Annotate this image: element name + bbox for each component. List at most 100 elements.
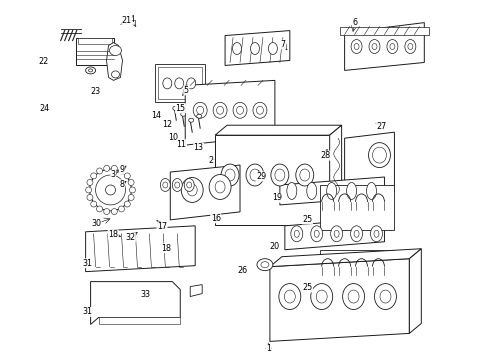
Ellipse shape [250, 169, 260, 181]
Ellipse shape [196, 114, 202, 118]
Ellipse shape [112, 71, 120, 78]
Text: 19: 19 [271, 193, 282, 202]
Ellipse shape [104, 165, 110, 171]
Text: 25: 25 [302, 215, 313, 224]
Polygon shape [86, 226, 195, 272]
Ellipse shape [269, 42, 277, 54]
Ellipse shape [221, 164, 239, 186]
Polygon shape [270, 259, 409, 341]
Ellipse shape [374, 230, 379, 237]
Ellipse shape [368, 143, 391, 167]
Ellipse shape [175, 182, 180, 188]
Ellipse shape [253, 102, 267, 118]
Text: 22: 22 [39, 57, 49, 66]
Ellipse shape [279, 284, 301, 310]
Text: 27: 27 [376, 122, 387, 131]
Ellipse shape [351, 40, 362, 54]
Ellipse shape [173, 106, 178, 110]
Text: 20: 20 [269, 242, 279, 251]
Ellipse shape [160, 179, 171, 192]
Text: 16: 16 [211, 214, 220, 223]
Polygon shape [185, 80, 275, 145]
Ellipse shape [129, 187, 135, 193]
Bar [75, 37, 114, 66]
Ellipse shape [193, 102, 207, 118]
Polygon shape [106, 42, 122, 80]
Ellipse shape [257, 259, 273, 271]
Ellipse shape [217, 106, 223, 114]
Text: 4: 4 [129, 15, 134, 24]
Text: 31: 31 [83, 307, 93, 316]
Ellipse shape [97, 206, 102, 212]
Ellipse shape [87, 194, 93, 201]
Text: 7: 7 [280, 40, 286, 49]
Ellipse shape [187, 184, 197, 196]
Ellipse shape [271, 164, 289, 186]
Ellipse shape [354, 230, 359, 237]
Ellipse shape [307, 183, 317, 199]
Text: 25: 25 [302, 283, 313, 292]
Ellipse shape [346, 183, 357, 199]
Polygon shape [91, 282, 180, 324]
Ellipse shape [87, 180, 93, 185]
Ellipse shape [311, 284, 333, 310]
Ellipse shape [119, 206, 124, 212]
Text: 23: 23 [90, 86, 100, 95]
Ellipse shape [250, 42, 259, 54]
Polygon shape [190, 285, 202, 297]
Ellipse shape [405, 40, 416, 54]
Ellipse shape [408, 44, 413, 50]
Ellipse shape [209, 175, 231, 199]
Text: 28: 28 [320, 151, 331, 160]
Ellipse shape [350, 226, 363, 242]
Ellipse shape [119, 168, 124, 174]
Ellipse shape [225, 169, 235, 181]
Ellipse shape [175, 78, 184, 89]
Ellipse shape [215, 181, 225, 193]
Text: 13: 13 [194, 143, 204, 152]
Ellipse shape [213, 102, 227, 118]
Ellipse shape [89, 69, 93, 72]
Bar [158, 67, 202, 99]
Ellipse shape [104, 208, 110, 215]
Ellipse shape [343, 284, 365, 310]
Ellipse shape [261, 262, 269, 268]
Polygon shape [280, 177, 385, 205]
Ellipse shape [172, 179, 182, 192]
Polygon shape [270, 249, 421, 267]
Text: 8: 8 [120, 180, 124, 189]
Ellipse shape [237, 106, 244, 114]
Ellipse shape [390, 44, 395, 50]
Ellipse shape [111, 208, 117, 215]
Ellipse shape [128, 180, 134, 185]
Text: 17: 17 [157, 222, 167, 231]
Polygon shape [344, 132, 394, 200]
Ellipse shape [96, 175, 125, 205]
Ellipse shape [374, 284, 396, 310]
Polygon shape [225, 31, 290, 66]
Text: 24: 24 [40, 104, 50, 113]
Ellipse shape [275, 169, 285, 181]
Text: 10: 10 [168, 133, 178, 142]
Polygon shape [171, 165, 240, 220]
Text: 1: 1 [266, 344, 271, 353]
Ellipse shape [163, 78, 172, 89]
Text: 18: 18 [108, 230, 118, 239]
Text: 3: 3 [111, 170, 116, 179]
Ellipse shape [111, 165, 117, 171]
Ellipse shape [294, 230, 299, 237]
Ellipse shape [296, 164, 314, 186]
Ellipse shape [311, 226, 323, 242]
Ellipse shape [124, 173, 130, 179]
Bar [155, 64, 205, 102]
Ellipse shape [334, 230, 339, 237]
Ellipse shape [196, 106, 204, 114]
Ellipse shape [91, 173, 97, 179]
Ellipse shape [233, 42, 242, 54]
Ellipse shape [387, 40, 398, 54]
Ellipse shape [314, 230, 319, 237]
Text: 6: 6 [352, 18, 357, 27]
Ellipse shape [256, 106, 264, 114]
Ellipse shape [163, 182, 168, 188]
Ellipse shape [367, 183, 376, 199]
